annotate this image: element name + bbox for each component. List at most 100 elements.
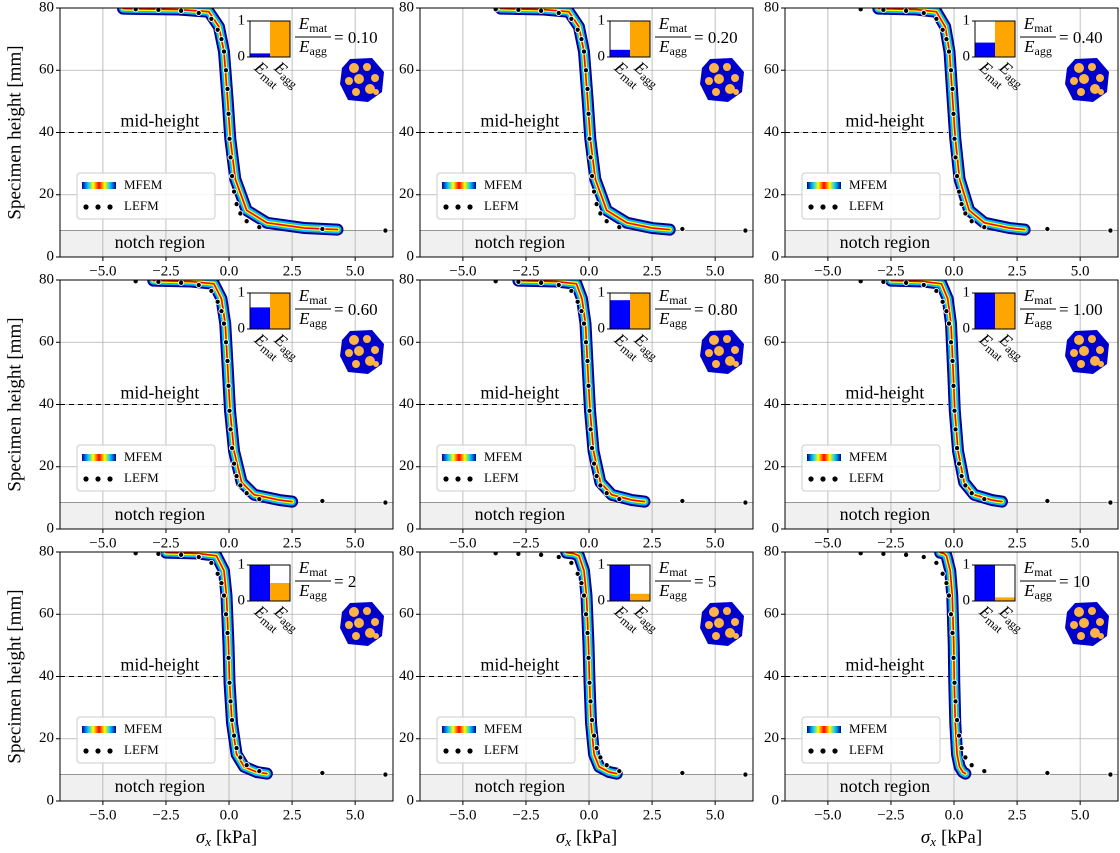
x-tick-label: 2.5 xyxy=(283,535,302,551)
x-tick-label: 2.5 xyxy=(1008,535,1027,551)
x-tick-label: 2.5 xyxy=(283,263,302,279)
ratio-denominator: Eagg xyxy=(658,309,687,330)
lefm-point xyxy=(956,460,963,467)
ratio-label: = 5 xyxy=(694,572,716,591)
y-tick-label: 80 xyxy=(39,271,54,287)
inset-y-tick-label: 0 xyxy=(238,592,246,608)
lefm-point xyxy=(1107,771,1114,778)
unit: [kPa] xyxy=(576,827,617,848)
y-tick-label: 80 xyxy=(399,543,414,559)
legend-swatch xyxy=(95,204,101,210)
mfem-band xyxy=(565,552,618,775)
legend-swatch xyxy=(455,204,461,210)
lefm-point xyxy=(178,552,185,558)
y-tick-label: 60 xyxy=(39,334,54,350)
lefm-point xyxy=(593,745,600,752)
aggregate xyxy=(725,628,735,638)
legend-label: LEFM xyxy=(849,742,884,757)
aggregate xyxy=(1096,74,1104,82)
lefm-point xyxy=(222,611,230,618)
x-tick-label: −2.5 xyxy=(512,535,539,551)
lefm-point xyxy=(214,26,221,33)
lefm-point xyxy=(578,36,585,43)
lefm-point xyxy=(220,320,228,327)
annotation: notch region xyxy=(840,776,930,796)
lefm-point xyxy=(597,482,604,489)
aggregate xyxy=(365,84,375,94)
lefm-point xyxy=(574,26,581,33)
lefm-point xyxy=(574,298,581,305)
y-tick-label: 20 xyxy=(399,186,414,202)
legend-label: MFEM xyxy=(484,721,523,736)
lefm-point xyxy=(1107,499,1114,506)
lefm-point xyxy=(952,154,959,161)
inset-bar xyxy=(610,300,630,329)
annotation: mid-height xyxy=(845,655,924,675)
x-tick-label: −5.0 xyxy=(89,535,116,551)
x-tick-label: 0.0 xyxy=(220,807,239,823)
lefm-point xyxy=(584,629,591,636)
inset-bar xyxy=(975,42,995,57)
aggregate xyxy=(1070,349,1078,357)
lefm-point xyxy=(588,717,596,724)
inset-y-tick-label: 1 xyxy=(238,556,246,572)
y-tick-label: 40 xyxy=(39,124,54,140)
panel: mid-height notch region −5.0 −2.5 0.0 2.5 5.0 0… xyxy=(4,271,394,551)
x-tick-label: −2.5 xyxy=(152,263,179,279)
lefm-point xyxy=(920,553,927,561)
lefm-point xyxy=(933,15,940,22)
inset-bar xyxy=(630,593,650,601)
y-tick-label: 80 xyxy=(399,271,414,287)
y-tick-label: 80 xyxy=(764,0,779,15)
lefm-point xyxy=(903,552,910,558)
lefm-point xyxy=(616,224,623,231)
legend-label: MFEM xyxy=(849,449,888,464)
aggregate xyxy=(349,607,359,617)
lefm-point xyxy=(949,357,956,364)
symbol: σ xyxy=(196,827,206,848)
aggregate xyxy=(1088,607,1096,615)
aggregate-icon xyxy=(340,602,384,646)
legend: MFEM LEFM xyxy=(436,172,576,220)
subscript: mat xyxy=(669,21,688,35)
plot-area xyxy=(785,8,1118,257)
y-tick-label: 0 xyxy=(772,792,780,808)
legend-swatch xyxy=(83,748,89,754)
lefm-point xyxy=(616,496,623,503)
legend: MFEM LEFM xyxy=(436,444,576,492)
unit: [kPa] xyxy=(941,827,982,848)
aggregate xyxy=(731,74,739,82)
legend-swatch xyxy=(82,182,116,189)
y-tick-label: 40 xyxy=(764,396,779,412)
lefm-point xyxy=(580,320,588,327)
symbol: E xyxy=(1023,581,1035,600)
y-tick-label: 60 xyxy=(764,62,779,78)
legend-label: LEFM xyxy=(484,198,519,213)
lefm-point xyxy=(256,496,263,503)
legend-swatch xyxy=(467,748,473,754)
lefm-point xyxy=(585,382,592,389)
symbol: E xyxy=(298,581,310,600)
lefm-point xyxy=(958,473,965,480)
lefm-point xyxy=(945,592,953,599)
aggregate xyxy=(354,618,364,628)
inset-bar xyxy=(975,565,995,601)
inset-frame xyxy=(249,292,291,330)
lefm-point xyxy=(950,382,957,389)
y-axis-label: Specimen height [mm] xyxy=(4,589,25,763)
inset-y-tick-label: 0 xyxy=(963,592,971,608)
lefm-point xyxy=(587,426,594,433)
symbol: E xyxy=(1023,286,1035,305)
lefm-point xyxy=(231,732,238,739)
lefm-point xyxy=(155,280,162,285)
aggregate-icon xyxy=(340,330,384,374)
inset-bar xyxy=(995,21,1015,57)
legend: MFEM LEFM xyxy=(76,716,216,764)
inset-bar xyxy=(610,565,630,601)
x-tick-label: −2.5 xyxy=(877,807,904,823)
legend-label: MFEM xyxy=(849,721,888,736)
lefm-point xyxy=(962,482,969,489)
panel: mid-height notch region −5.0 −2.5 0.0 2.5 5.0 0… xyxy=(399,271,754,551)
ratio-numerator: Emat xyxy=(1023,286,1053,307)
